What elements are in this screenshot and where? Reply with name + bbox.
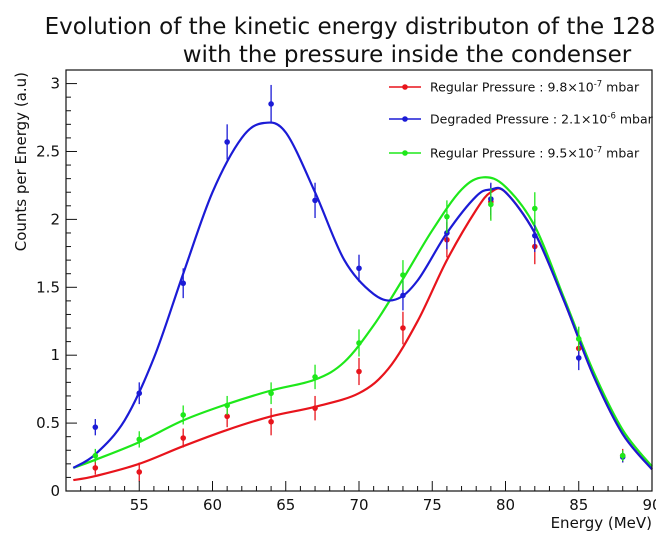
y-tick-label: 2 <box>50 210 60 228</box>
x-tick-label: 65 <box>276 496 295 514</box>
legend-label-series-1: Regular Pressure : 9.8×10-7 mbar <box>430 80 640 95</box>
x-tick-label: 55 <box>130 496 149 514</box>
y-tick-label: 3 <box>50 75 60 93</box>
y-tick-label: 2.5 <box>36 142 60 160</box>
x-tick-label: 80 <box>496 496 515 514</box>
data-point-series-1 <box>268 418 274 425</box>
y-axis-label: Counts per Energy (a.u) <box>12 72 30 251</box>
x-axis-label: Energy (MeV) <box>551 514 652 532</box>
data-point-series-2 <box>356 265 362 272</box>
data-point-series-2 <box>180 280 186 287</box>
data-point-series-1 <box>224 413 230 420</box>
data-point-series-2 <box>224 139 230 145</box>
data-point-series-3 <box>356 340 362 346</box>
legend-label-series-3: Regular Pressure : 9.5×10-7 mbar <box>430 146 640 161</box>
data-point-series-3 <box>444 213 450 220</box>
data-point-series-3 <box>136 436 143 443</box>
data-point-series-3 <box>488 201 494 208</box>
data-point-series-2 <box>400 292 406 299</box>
data-point-series-3 <box>268 390 274 397</box>
data-point-series-1 <box>400 325 406 331</box>
legend: Regular Pressure : 9.8×10-7 mbar Degraded… <box>389 80 654 161</box>
fit-curve-series-3 <box>72 176 653 469</box>
data-point-series-2 <box>575 355 582 361</box>
y-tick-label: 1.5 <box>36 278 60 296</box>
y-tick-label: 0.5 <box>36 414 60 432</box>
chart-title-line-2: with the pressure inside the condenser <box>183 42 632 68</box>
y-tick-label: 1 <box>50 346 60 364</box>
x-axis-ticks: 55 60 65 70 75 80 85 90 <box>80 481 656 514</box>
data-point-series-2 <box>532 232 538 239</box>
legend-marker-series-2 <box>402 116 408 122</box>
fit-curve-series-1 <box>73 187 653 482</box>
data-points <box>92 84 626 482</box>
data-point-series-2 <box>92 424 99 430</box>
fit-curve-series-2 <box>72 121 653 471</box>
data-point-series-1 <box>312 405 318 411</box>
data-point-series-3 <box>619 452 626 459</box>
fit-curves <box>72 121 653 482</box>
data-point-series-1 <box>92 465 99 471</box>
x-tick-label: 90 <box>642 496 656 514</box>
legend-marker-series-3 <box>402 150 408 156</box>
data-point-series-3 <box>92 452 99 459</box>
data-point-series-3 <box>180 412 186 418</box>
x-tick-label: 75 <box>423 496 442 514</box>
legend-label-series-2: Degraded Pressure : 2.1×10-6 mbar <box>430 112 654 127</box>
data-point-series-1 <box>136 469 143 475</box>
chart-title-line-1: Evolution of the kinetic energy distribu… <box>45 14 656 40</box>
data-point-series-3 <box>400 272 406 278</box>
x-tick-label: 70 <box>349 496 368 514</box>
data-point-series-2 <box>136 390 143 397</box>
data-point-series-1 <box>356 368 362 375</box>
data-point-series-3 <box>312 374 318 380</box>
data-point-series-3 <box>575 336 582 342</box>
data-point-series-1 <box>180 435 186 441</box>
data-point-series-3 <box>532 205 538 212</box>
data-point-series-2 <box>312 197 318 204</box>
data-point-series-2 <box>268 101 274 107</box>
y-axis-ticks: 0 0.5 1 1.5 2 2.5 3 <box>36 75 77 500</box>
legend-marker-series-1 <box>402 84 408 90</box>
data-point-series-3 <box>224 402 230 409</box>
y-tick-label: 0 <box>50 482 60 500</box>
x-tick-label: 85 <box>569 496 588 514</box>
x-tick-label: 60 <box>203 496 222 514</box>
